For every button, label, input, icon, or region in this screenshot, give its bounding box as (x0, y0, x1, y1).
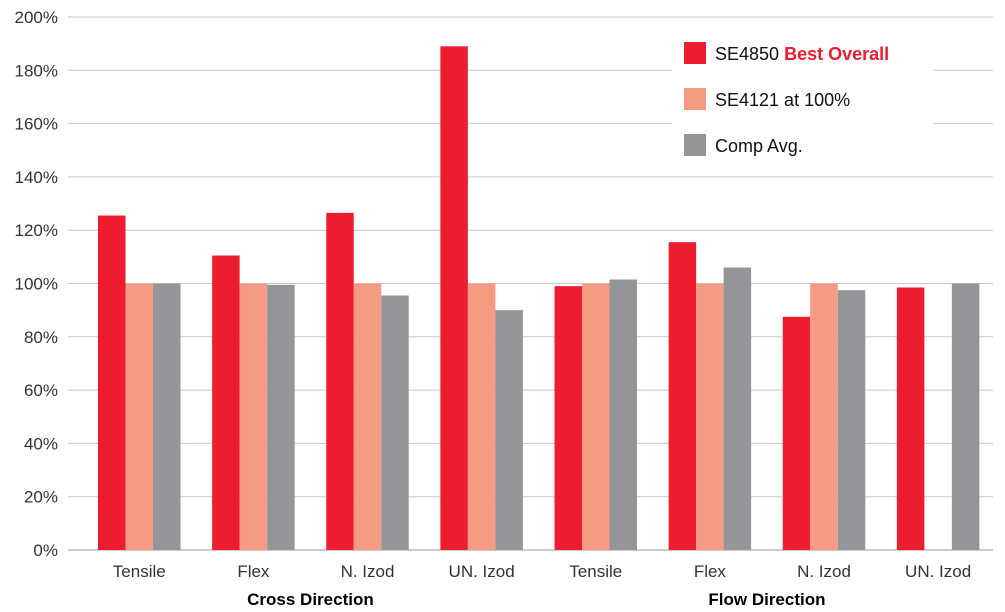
legend-label: SE4850 Best Overall (715, 44, 889, 64)
bars (98, 46, 980, 551)
group-label: Cross Direction (247, 590, 374, 609)
bar (723, 267, 752, 550)
legend-swatch (684, 134, 706, 156)
y-tick-label: 0% (33, 541, 58, 560)
bar (951, 283, 980, 550)
bar (696, 283, 724, 550)
bar (782, 316, 811, 550)
y-tick-label: 180% (15, 61, 58, 80)
y-tick-label: 100% (15, 275, 58, 294)
x-tick-label: N. Izod (797, 562, 851, 581)
bar (668, 242, 697, 550)
y-tick-label: 140% (15, 168, 58, 187)
bar (837, 290, 866, 550)
legend: SE4850 Best Overall SE4121 at 100% Comp Av… (672, 23, 934, 173)
y-tick-label: 60% (24, 381, 58, 400)
y-axis-ticks: 0% 20% 40% 60% 80% 100% 120% 140% 160% 180% 200% (15, 8, 58, 560)
legend-label: Comp Avg. (715, 136, 803, 156)
bar (440, 46, 468, 550)
bar (125, 283, 153, 550)
bar (267, 284, 295, 550)
x-axis-ticks: Tensile Flex N. Izod UN. Izod Tensile Flex N. … (113, 562, 971, 581)
legend-swatch (684, 42, 706, 64)
x-tick-label: Flex (237, 562, 270, 581)
bar (495, 310, 523, 550)
x-tick-label: N. Izod (341, 562, 395, 581)
bar (810, 283, 838, 550)
y-tick-label: 40% (24, 434, 58, 453)
bar (582, 283, 610, 550)
bar (353, 283, 382, 550)
x-tick-label: UN. Izod (449, 562, 515, 581)
bar (98, 215, 126, 551)
bar (326, 212, 354, 550)
bar (467, 283, 496, 550)
legend-box (672, 23, 934, 173)
bar (153, 283, 181, 550)
y-tick-label: 200% (15, 8, 58, 27)
y-tick-label: 20% (24, 488, 58, 507)
bar (239, 283, 268, 550)
legend-swatch (684, 88, 706, 110)
x-tick-label: Tensile (113, 562, 166, 581)
y-tick-label: 160% (15, 115, 58, 134)
bar (609, 279, 637, 550)
bar (896, 287, 925, 550)
y-tick-label: 80% (24, 328, 58, 347)
group-label: Flow Direction (708, 590, 825, 609)
y-tick-label: 120% (15, 221, 58, 240)
legend-label: SE4121 at 100% (715, 90, 850, 110)
bar (212, 255, 240, 550)
group-labels: Cross Direction Flow Direction (247, 590, 825, 609)
x-tick-label: Flex (694, 562, 727, 581)
x-tick-label: Tensile (569, 562, 622, 581)
x-tick-label: UN. Izod (905, 562, 971, 581)
bar (554, 286, 582, 550)
bar (381, 295, 409, 550)
